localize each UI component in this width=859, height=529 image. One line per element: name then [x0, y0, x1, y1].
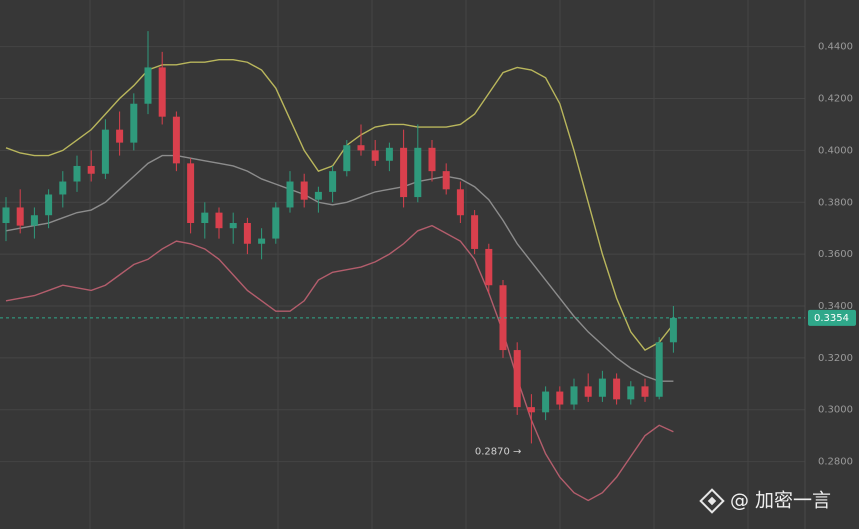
y-tick-label: 0.3600 — [818, 249, 853, 260]
y-tick-label: 0.4400 — [818, 42, 853, 53]
candle-body — [172, 116, 180, 164]
candle-body — [485, 248, 493, 286]
candle-body — [456, 189, 464, 216]
candle-body — [215, 212, 223, 229]
y-tick-label: 0.3000 — [818, 405, 853, 416]
candle-body — [2, 207, 10, 224]
band-line — [5, 224, 674, 502]
candle-body — [101, 129, 109, 174]
candle-body — [556, 391, 564, 405]
y-tick-label: 0.2800 — [818, 457, 853, 468]
candle-body — [527, 407, 535, 413]
watermark: @ 加密一言 — [730, 490, 831, 512]
candle-body — [570, 386, 578, 405]
candle-body — [158, 67, 166, 117]
candle-body — [87, 165, 95, 174]
candle-body — [45, 194, 53, 216]
candle-body — [627, 386, 635, 400]
candle-body — [542, 391, 550, 413]
candle-body — [286, 181, 294, 208]
candle-body — [329, 171, 337, 192]
candle-body — [272, 207, 280, 239]
candle-body — [513, 350, 521, 408]
candle-body — [243, 223, 251, 244]
candle-body — [598, 378, 606, 397]
candle-body — [201, 212, 209, 224]
low-annotation: 0.2870 → — [475, 446, 522, 457]
candle-body — [187, 163, 195, 224]
candle-body — [116, 129, 124, 143]
candle-body — [400, 147, 408, 198]
candle-body — [59, 181, 67, 195]
candle-body — [300, 181, 308, 200]
candle-body — [357, 145, 365, 151]
candle-body — [655, 342, 663, 397]
candle-body — [314, 191, 322, 200]
candle-body — [499, 285, 507, 351]
candle-body — [471, 215, 479, 249]
current-price-label: 0.3354 — [814, 313, 849, 324]
candle-body — [130, 103, 138, 143]
band-line — [5, 154, 674, 382]
candle-body — [258, 238, 266, 244]
candle-body — [144, 67, 152, 104]
y-tick-label: 0.4200 — [818, 94, 853, 105]
candle-body — [229, 223, 237, 229]
y-tick-label: 0.3800 — [818, 197, 853, 208]
candle-body — [73, 165, 81, 182]
y-tick-label: 0.4000 — [818, 145, 853, 156]
candle-body — [30, 215, 38, 226]
candle-body — [669, 317, 677, 343]
candle-body — [428, 147, 436, 172]
candle-body — [613, 378, 621, 400]
candle-body — [442, 171, 450, 190]
candle-body — [343, 145, 351, 172]
band-line — [5, 58, 674, 351]
candle-body — [584, 386, 592, 397]
candle-body — [414, 147, 422, 198]
y-tick-label: 0.3400 — [818, 301, 853, 312]
y-tick-label: 0.3200 — [818, 353, 853, 364]
candle-body — [16, 207, 24, 226]
candle-body — [385, 147, 393, 161]
current-price-box — [808, 309, 856, 326]
candle-body — [641, 386, 649, 397]
candle-body — [371, 150, 379, 161]
